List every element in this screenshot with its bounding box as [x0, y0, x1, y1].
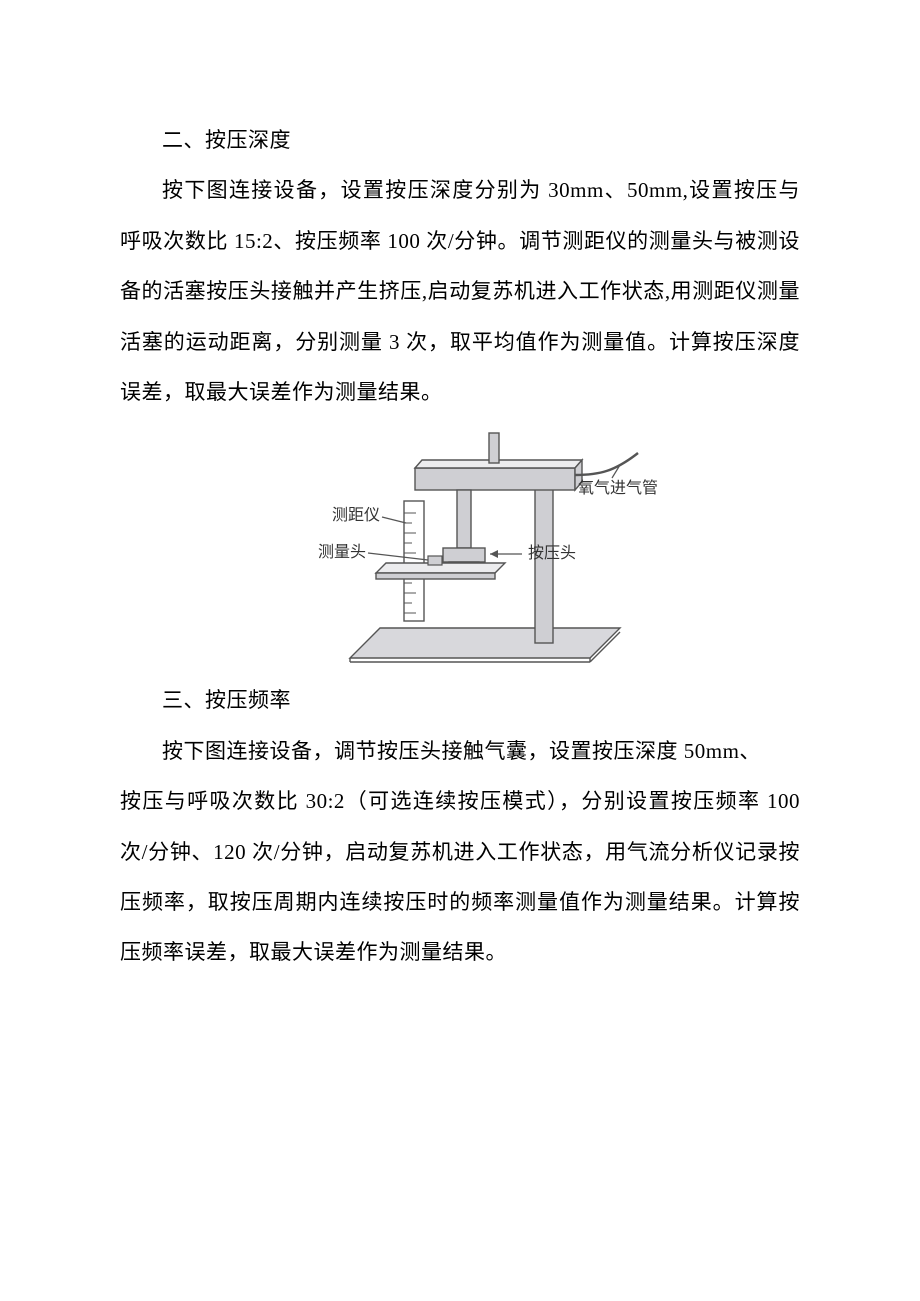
- label-measure-head: 测量头: [318, 543, 366, 561]
- adjust-rod: [489, 433, 499, 463]
- section-3-heading: 三、按压频率: [120, 675, 800, 725]
- measure-head: [428, 556, 442, 565]
- press-head: [443, 548, 485, 562]
- apparatus-diagram: 测距仪 测量头 按压头 氧气进气管: [120, 423, 800, 673]
- oxygen-pipe: [575, 453, 638, 475]
- section-2-paragraph: 按下图连接设备，设置按压深度分别为 30mm、50mm,设置按压与呼吸次数比 1…: [120, 165, 800, 417]
- label-oxygen-pipe: 氧气进气管: [578, 479, 658, 497]
- top-beam: [415, 468, 575, 490]
- label-press-head: 按压头: [528, 544, 576, 562]
- piston-shaft: [457, 490, 471, 548]
- label-distance-meter: 测距仪: [332, 506, 380, 524]
- section-3-paragraph-rest: 按压与呼吸次数比 30:2（可选连续按压模式），分别设置按压频率 100 次/分…: [120, 776, 800, 978]
- base-plate: [350, 628, 620, 658]
- section-2-heading: 二、按压深度: [120, 115, 800, 165]
- arrow-head-icon: [490, 550, 498, 558]
- section-3-paragraph-lead: 按下图连接设备，调节按压头接触气囊，设置按压深度 50mm、: [120, 726, 800, 776]
